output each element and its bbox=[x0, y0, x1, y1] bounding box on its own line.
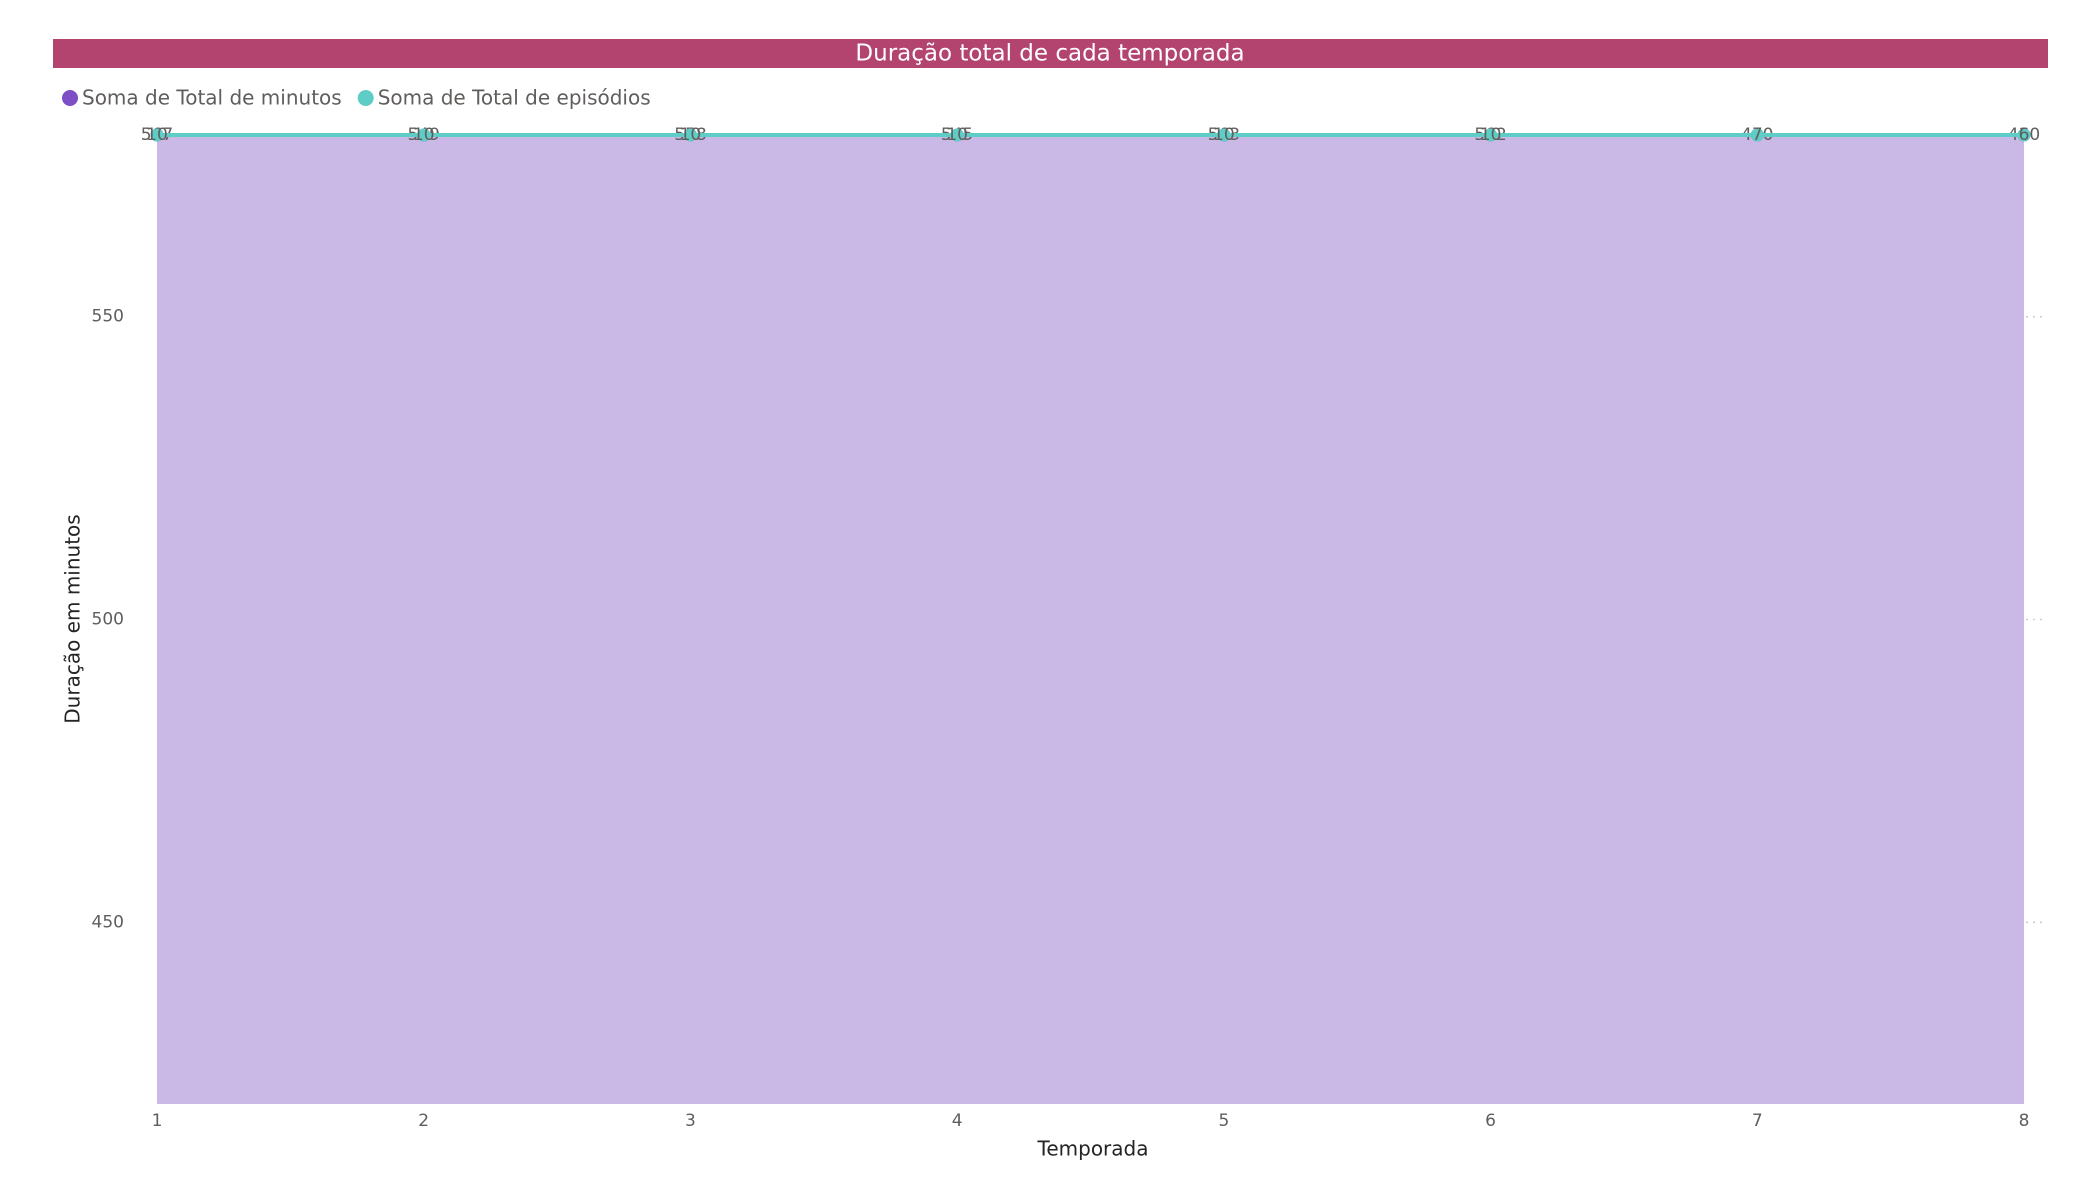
y-axis-title: Duração em minutos bbox=[61, 514, 85, 723]
data-label: 10 bbox=[146, 125, 168, 145]
x-tick-label: 4 bbox=[952, 1111, 963, 1131]
point bbox=[683, 128, 697, 142]
legend-label: Soma de Total de episódios bbox=[378, 86, 651, 110]
point bbox=[150, 128, 164, 142]
legend-marker bbox=[357, 90, 374, 106]
legend-marker bbox=[62, 90, 78, 106]
title-bar bbox=[53, 39, 2048, 68]
point bbox=[417, 128, 431, 142]
data-label: 10 bbox=[680, 125, 702, 145]
point bbox=[950, 128, 964, 142]
legend-label: Soma de Total de minutos bbox=[82, 86, 342, 110]
data-label: 10 bbox=[1213, 125, 1235, 145]
x-tick-label: 6 bbox=[1485, 1111, 1496, 1131]
data-label: 7 bbox=[1752, 125, 1763, 145]
data-label: 10 bbox=[1480, 125, 1502, 145]
data-label: 10 bbox=[946, 125, 968, 145]
x-tick-label: 2 bbox=[418, 1111, 429, 1131]
x-tick-label: 8 bbox=[2019, 1111, 2030, 1131]
data-label: 6 bbox=[2019, 125, 2030, 145]
x-axis-title: Temporada bbox=[1037, 1137, 1149, 1161]
x-tick-label: 1 bbox=[152, 1111, 163, 1131]
x-tick-label: 7 bbox=[1752, 1111, 1763, 1131]
y-tick-label: 500 bbox=[92, 610, 124, 630]
data-label: 10 bbox=[413, 125, 435, 145]
point bbox=[1750, 128, 1764, 142]
point bbox=[2017, 128, 2031, 142]
y-tick-label: 450 bbox=[92, 912, 124, 932]
chart-title: Duração total de cada temporada bbox=[855, 41, 1244, 67]
y-tick-label: 550 bbox=[92, 307, 124, 327]
x-tick-label: 5 bbox=[1218, 1111, 1229, 1131]
x-tick-label: 3 bbox=[685, 1111, 696, 1131]
area bbox=[157, 135, 2024, 1104]
point bbox=[1484, 128, 1498, 142]
point bbox=[1217, 128, 1231, 142]
